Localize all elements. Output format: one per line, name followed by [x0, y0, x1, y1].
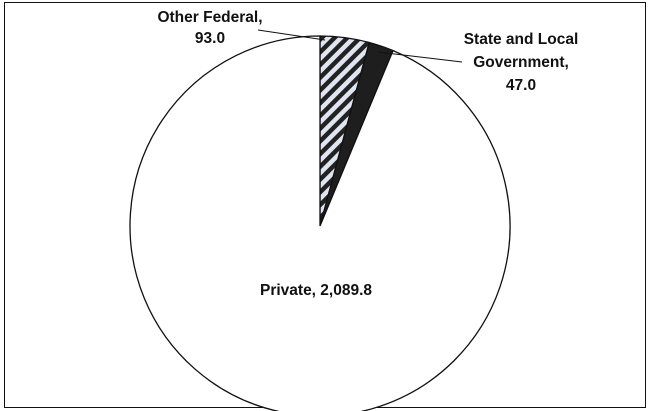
leader-line-state-local: [377, 51, 463, 63]
label-state-local-line1: State and Local: [464, 31, 579, 48]
label-state-local-line2: Government,: [473, 54, 569, 71]
label-state-local-value: 47.0: [506, 77, 536, 94]
label-other-federal-line1: Other Federal,: [157, 9, 262, 26]
leader-line-other-federal: [257, 29, 326, 41]
pie-slices: [129, 35, 511, 411]
label-other-federal-value: 93.0: [195, 30, 225, 47]
label-private: Private, 2,089.8: [260, 282, 372, 299]
pie-slice-private: [129, 35, 511, 411]
